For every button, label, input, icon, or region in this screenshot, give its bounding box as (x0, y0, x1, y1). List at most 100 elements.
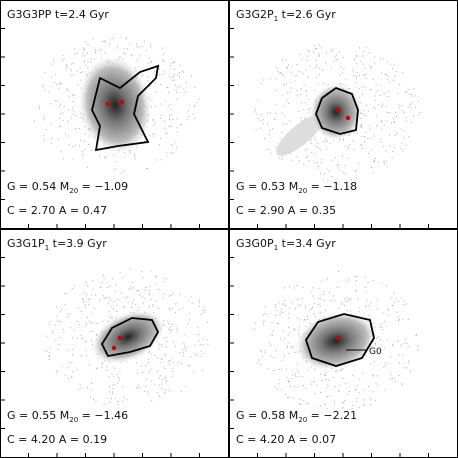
noise (167, 92, 169, 94)
noise (277, 323, 279, 325)
noise (145, 365, 147, 367)
noise (344, 383, 346, 385)
noise (309, 65, 311, 67)
noise (393, 120, 395, 122)
noise (381, 121, 383, 123)
noise (405, 117, 407, 119)
noise (169, 76, 171, 78)
noise (380, 106, 382, 108)
m20: −1.18 (323, 180, 357, 193)
noise (392, 79, 394, 81)
noise (386, 339, 388, 341)
contour (305, 313, 375, 367)
noise (355, 175, 357, 177)
noise (392, 343, 394, 345)
noise (106, 297, 108, 299)
noise (78, 307, 80, 309)
noise (117, 401, 119, 403)
noise (155, 276, 157, 278)
noise (162, 60, 164, 62)
noise (172, 152, 174, 154)
noise (407, 346, 409, 348)
noise (179, 293, 181, 295)
noise (302, 73, 304, 75)
noise (413, 115, 415, 117)
noise (260, 114, 262, 116)
noise (364, 276, 366, 278)
noise (415, 333, 417, 335)
noise (389, 145, 391, 147)
noise (338, 271, 340, 273)
label: = (311, 409, 320, 422)
noise (374, 344, 376, 346)
noise (386, 120, 388, 122)
noise (88, 144, 90, 146)
noise (182, 307, 184, 309)
noise (188, 110, 190, 112)
noise (173, 61, 175, 63)
noise (120, 36, 122, 38)
noise (137, 373, 139, 375)
noise (283, 105, 285, 107)
time: t=2.4 Gyr (55, 8, 110, 21)
noise (289, 153, 291, 155)
noise (396, 340, 398, 342)
noise (179, 352, 181, 354)
noise (314, 89, 316, 91)
noise (314, 152, 316, 154)
noise (95, 294, 97, 296)
noise (332, 48, 334, 50)
noise (167, 320, 169, 322)
noise (320, 47, 322, 49)
noise (260, 351, 262, 353)
noise (398, 107, 400, 109)
noise (163, 281, 165, 283)
noise (380, 324, 382, 326)
noise (322, 294, 324, 296)
noise (312, 295, 314, 297)
asymmetry: 0.19 (83, 433, 108, 446)
noise (290, 385, 292, 387)
noise (183, 88, 185, 90)
noise (84, 133, 86, 135)
noise (380, 349, 382, 351)
noise (374, 99, 376, 101)
noise (201, 369, 203, 371)
noise (163, 293, 165, 295)
noise (108, 296, 110, 298)
noise (59, 336, 61, 338)
noise (109, 38, 111, 40)
noise (274, 349, 276, 351)
noise (71, 371, 73, 373)
noise (387, 112, 389, 114)
noise (361, 143, 363, 145)
concentration: 4.20 (31, 433, 56, 446)
gini: 0.55 (32, 409, 57, 422)
noise (356, 401, 358, 403)
noise (109, 299, 111, 301)
noise (90, 330, 92, 332)
nucleus (335, 335, 341, 341)
noise (191, 302, 193, 304)
noise (135, 46, 137, 48)
noise (48, 358, 50, 360)
noise (50, 103, 52, 105)
noise (183, 347, 185, 349)
nucleus (111, 345, 117, 351)
noise (367, 110, 369, 112)
noise (176, 127, 178, 129)
noise (288, 396, 290, 398)
noise (314, 393, 316, 395)
noise (49, 320, 51, 322)
noise (135, 304, 137, 306)
noise (86, 166, 88, 168)
noise (86, 52, 88, 54)
noise (346, 393, 348, 395)
noise (116, 304, 118, 306)
noise (175, 147, 177, 149)
noise (124, 297, 126, 299)
noise (169, 328, 171, 330)
noise (282, 123, 284, 125)
noise (268, 148, 270, 150)
noise (57, 349, 59, 351)
